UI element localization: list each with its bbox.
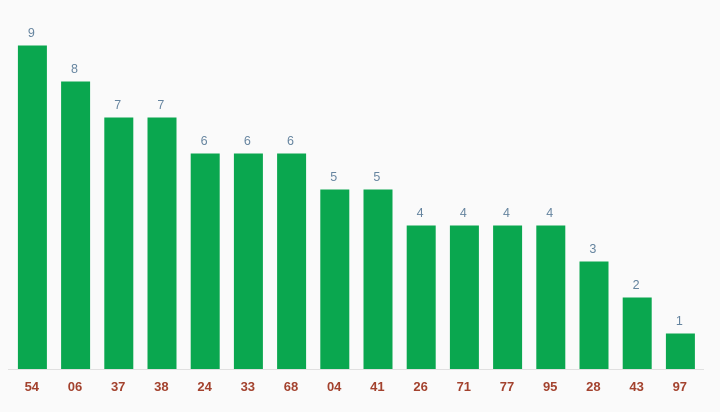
svg-text:5: 5 bbox=[373, 170, 380, 184]
svg-text:24: 24 bbox=[197, 379, 212, 394]
svg-text:4: 4 bbox=[546, 206, 553, 220]
svg-text:8: 8 bbox=[71, 62, 78, 76]
svg-text:4: 4 bbox=[503, 206, 510, 220]
svg-text:6: 6 bbox=[201, 134, 208, 148]
svg-text:33: 33 bbox=[241, 379, 255, 394]
svg-text:06: 06 bbox=[68, 379, 82, 394]
svg-text:1: 1 bbox=[676, 314, 683, 328]
svg-text:6: 6 bbox=[287, 134, 294, 148]
svg-text:26: 26 bbox=[413, 379, 427, 394]
svg-text:97: 97 bbox=[673, 379, 687, 394]
svg-text:43: 43 bbox=[629, 379, 643, 394]
svg-text:5: 5 bbox=[330, 170, 337, 184]
svg-text:71: 71 bbox=[457, 379, 471, 394]
svg-text:4: 4 bbox=[417, 206, 424, 220]
svg-text:37: 37 bbox=[111, 379, 125, 394]
svg-text:7: 7 bbox=[157, 98, 164, 112]
svg-text:2: 2 bbox=[633, 278, 640, 292]
svg-text:4: 4 bbox=[460, 206, 467, 220]
svg-text:3: 3 bbox=[589, 242, 596, 256]
svg-text:95: 95 bbox=[543, 379, 557, 394]
svg-text:68: 68 bbox=[284, 379, 298, 394]
svg-text:6: 6 bbox=[244, 134, 251, 148]
svg-text:77: 77 bbox=[500, 379, 514, 394]
svg-text:54: 54 bbox=[25, 379, 40, 394]
svg-text:7: 7 bbox=[114, 98, 121, 112]
svg-text:04: 04 bbox=[327, 379, 342, 394]
svg-text:41: 41 bbox=[370, 379, 384, 394]
svg-text:9: 9 bbox=[28, 26, 35, 40]
svg-text:38: 38 bbox=[154, 379, 168, 394]
svg-text:28: 28 bbox=[586, 379, 600, 394]
